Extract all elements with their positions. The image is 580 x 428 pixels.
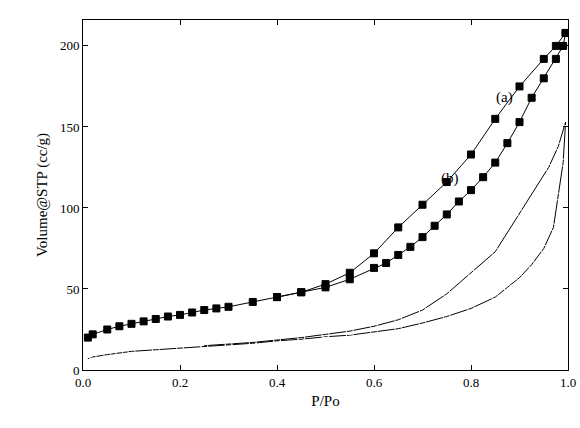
svg-text:0.2: 0.2 — [172, 375, 188, 390]
svg-text:(b): (b) — [441, 170, 459, 187]
svg-text:100: 100 — [60, 201, 80, 216]
svg-text:Volume@STP (cc/g): Volume@STP (cc/g) — [34, 133, 51, 257]
svg-text:(a): (a) — [496, 89, 513, 106]
svg-text:150: 150 — [60, 119, 80, 134]
svg-text:50: 50 — [66, 282, 79, 297]
svg-text:0.4: 0.4 — [269, 375, 286, 390]
svg-text:0.0: 0.0 — [75, 375, 91, 390]
svg-text:P/Po: P/Po — [311, 393, 339, 409]
svg-text:0: 0 — [73, 363, 80, 378]
svg-text:0.8: 0.8 — [463, 375, 479, 390]
svg-text:0.6: 0.6 — [366, 375, 383, 390]
svg-text:1.0: 1.0 — [560, 375, 576, 390]
svg-text:200: 200 — [60, 38, 80, 53]
